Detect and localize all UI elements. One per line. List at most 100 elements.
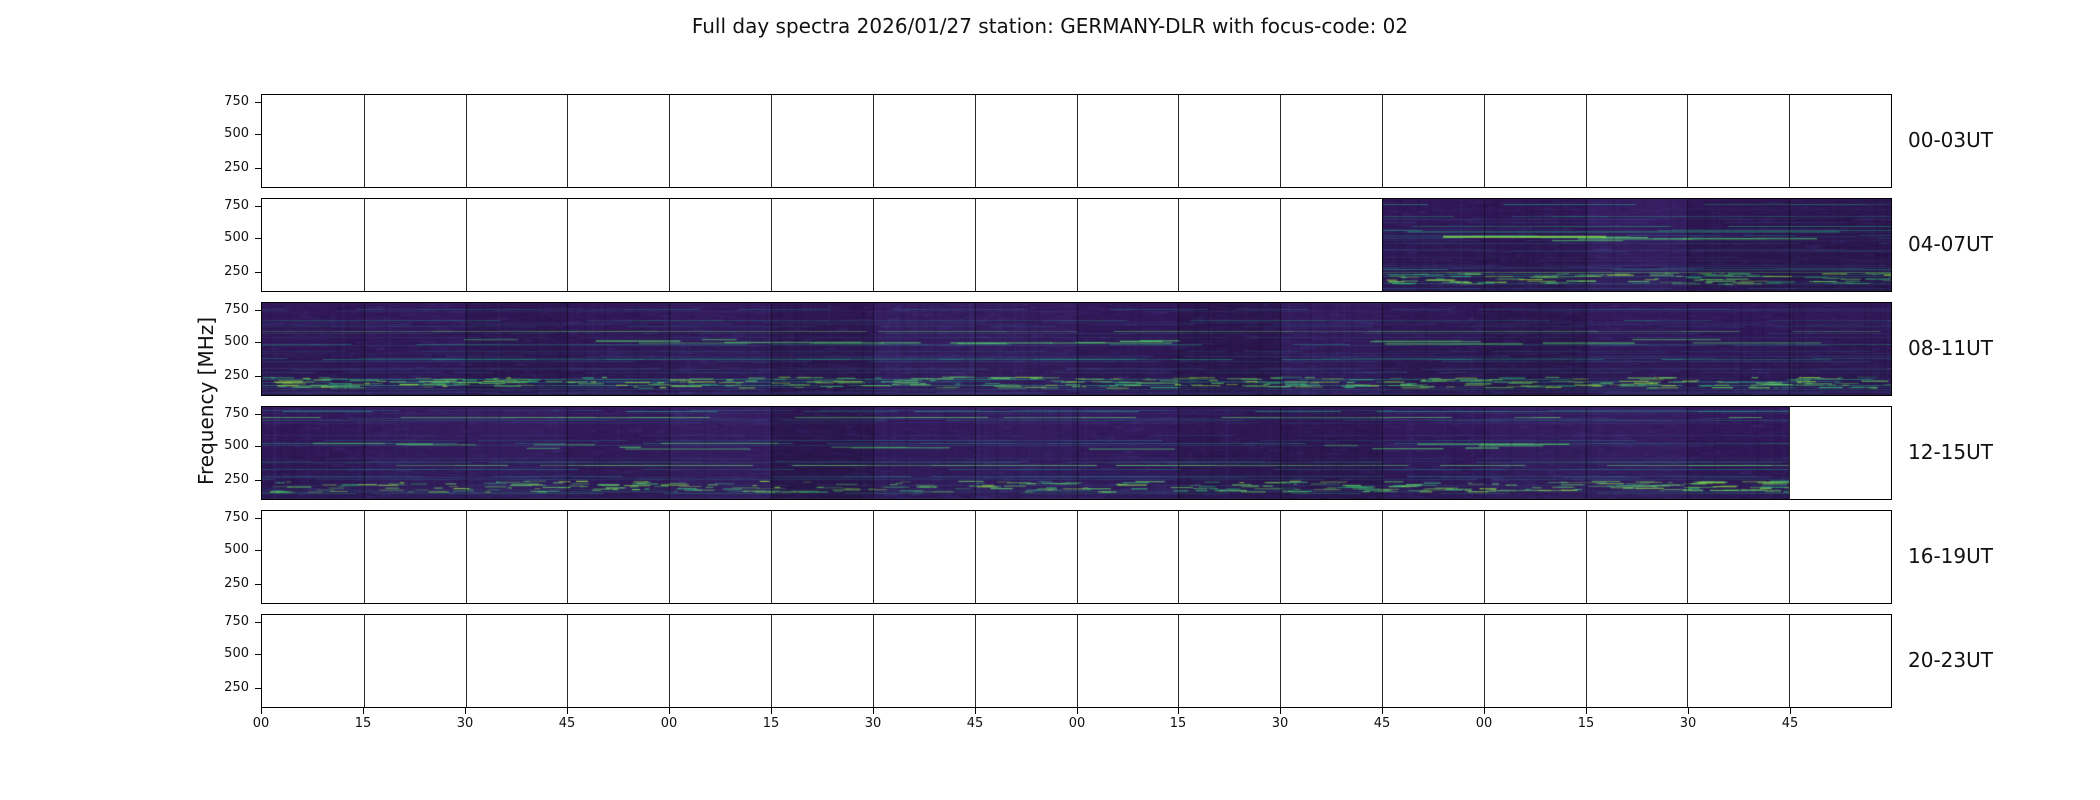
segment-boundary-line xyxy=(872,615,874,707)
spectrogram-canvas xyxy=(262,303,1891,395)
x-tick-label: 30 xyxy=(1271,716,1289,731)
y-tick-label: 750 xyxy=(224,198,249,213)
spectrogram-panel xyxy=(261,510,1892,604)
y-tick-label: 250 xyxy=(224,264,249,279)
y-tick-mark xyxy=(255,622,261,623)
segment-boundary-line xyxy=(363,511,365,603)
panel-time-label: 04-07UT xyxy=(1908,232,1993,256)
segment-boundary-line xyxy=(1076,199,1078,291)
segment-boundary-line xyxy=(1585,95,1587,187)
panel-time-label: 08-11UT xyxy=(1908,336,1993,360)
x-tick-mark xyxy=(873,708,874,714)
segment-boundary-line xyxy=(465,615,467,707)
x-tick-mark xyxy=(363,708,364,714)
y-tick-mark xyxy=(255,480,261,481)
segment-boundary-line xyxy=(872,95,874,187)
segment-boundary-line xyxy=(1381,615,1383,707)
y-tick-mark xyxy=(255,272,261,273)
y-tick-label: 250 xyxy=(224,576,249,591)
y-tick-label: 250 xyxy=(224,368,249,383)
segment-boundary-line xyxy=(669,199,671,291)
segment-boundary-line xyxy=(1178,511,1180,603)
y-tick-label: 500 xyxy=(224,646,249,661)
y-tick-mark xyxy=(255,102,261,103)
y-tick-label: 500 xyxy=(224,438,249,453)
panel-time-label: 12-15UT xyxy=(1908,440,1993,464)
segment-boundary-line xyxy=(363,199,365,291)
x-tick-mark xyxy=(669,708,670,714)
segment-boundary-line xyxy=(1076,615,1078,707)
segment-boundary-line xyxy=(567,199,569,291)
x-tick-label: 00 xyxy=(1068,716,1086,731)
segment-boundary-line xyxy=(669,615,671,707)
x-tick-mark xyxy=(1178,708,1179,714)
spectrogram-panel xyxy=(261,302,1892,396)
segment-boundary-line xyxy=(1280,95,1282,187)
segment-boundary-line xyxy=(363,95,365,187)
y-tick-label: 250 xyxy=(224,680,249,695)
y-tick-label: 750 xyxy=(224,614,249,629)
x-tick-mark xyxy=(1688,708,1689,714)
y-tick-mark xyxy=(255,550,261,551)
y-tick-mark xyxy=(255,168,261,169)
x-tick-mark xyxy=(1077,708,1078,714)
segment-boundary-line xyxy=(1483,511,1485,603)
segment-boundary-line xyxy=(567,511,569,603)
y-tick-mark xyxy=(255,376,261,377)
segment-boundary-line xyxy=(1280,615,1282,707)
segment-boundary-line xyxy=(1585,511,1587,603)
y-tick-label: 250 xyxy=(224,472,249,487)
x-tick-mark xyxy=(465,708,466,714)
y-tick-label: 750 xyxy=(224,406,249,421)
segment-boundary-line xyxy=(1076,511,1078,603)
x-tick-mark xyxy=(1586,708,1587,714)
segment-boundary-line xyxy=(872,199,874,291)
segment-boundary-line xyxy=(974,95,976,187)
segment-boundary-line xyxy=(1789,407,1791,499)
x-tick-label: 45 xyxy=(1373,716,1391,731)
segment-boundary-line xyxy=(1483,95,1485,187)
segment-boundary-line xyxy=(974,511,976,603)
segment-boundary-line xyxy=(872,511,874,603)
segment-boundary-line xyxy=(465,95,467,187)
segment-boundary-line xyxy=(1789,615,1791,707)
spectrogram-canvas xyxy=(1381,199,1891,291)
segment-boundary-line xyxy=(974,199,976,291)
segment-boundary-line xyxy=(1381,511,1383,603)
y-tick-mark xyxy=(255,584,261,585)
segment-boundary-line xyxy=(974,615,976,707)
x-tick-mark xyxy=(771,708,772,714)
y-tick-label: 750 xyxy=(224,510,249,525)
spectrogram-panel xyxy=(261,198,1892,292)
segment-boundary-line xyxy=(1789,511,1791,603)
x-tick-mark xyxy=(261,708,262,714)
y-tick-label: 500 xyxy=(224,230,249,245)
y-tick-label: 500 xyxy=(224,126,249,141)
segment-boundary-line xyxy=(1483,615,1485,707)
y-tick-mark xyxy=(255,238,261,239)
segment-boundary-line xyxy=(1178,95,1180,187)
y-tick-label: 750 xyxy=(224,94,249,109)
segment-boundary-line xyxy=(465,511,467,603)
segment-boundary-line xyxy=(567,95,569,187)
y-tick-mark xyxy=(255,134,261,135)
x-tick-label: 45 xyxy=(558,716,576,731)
y-tick-mark xyxy=(255,654,261,655)
panel-time-label: 16-19UT xyxy=(1908,544,1993,568)
y-tick-label: 500 xyxy=(224,542,249,557)
y-tick-mark xyxy=(255,310,261,311)
segment-boundary-line xyxy=(1687,95,1689,187)
segment-boundary-line xyxy=(1789,95,1791,187)
segment-boundary-line xyxy=(1280,199,1282,291)
segment-boundary-line xyxy=(1585,615,1587,707)
y-tick-mark xyxy=(255,518,261,519)
x-tick-label: 00 xyxy=(1475,716,1493,731)
segment-boundary-line xyxy=(771,511,773,603)
segment-boundary-line xyxy=(1178,615,1180,707)
segment-boundary-line xyxy=(669,511,671,603)
y-tick-label: 250 xyxy=(224,160,249,175)
x-tick-label: 45 xyxy=(1781,716,1799,731)
x-tick-mark xyxy=(567,708,568,714)
segment-boundary-line xyxy=(567,615,569,707)
